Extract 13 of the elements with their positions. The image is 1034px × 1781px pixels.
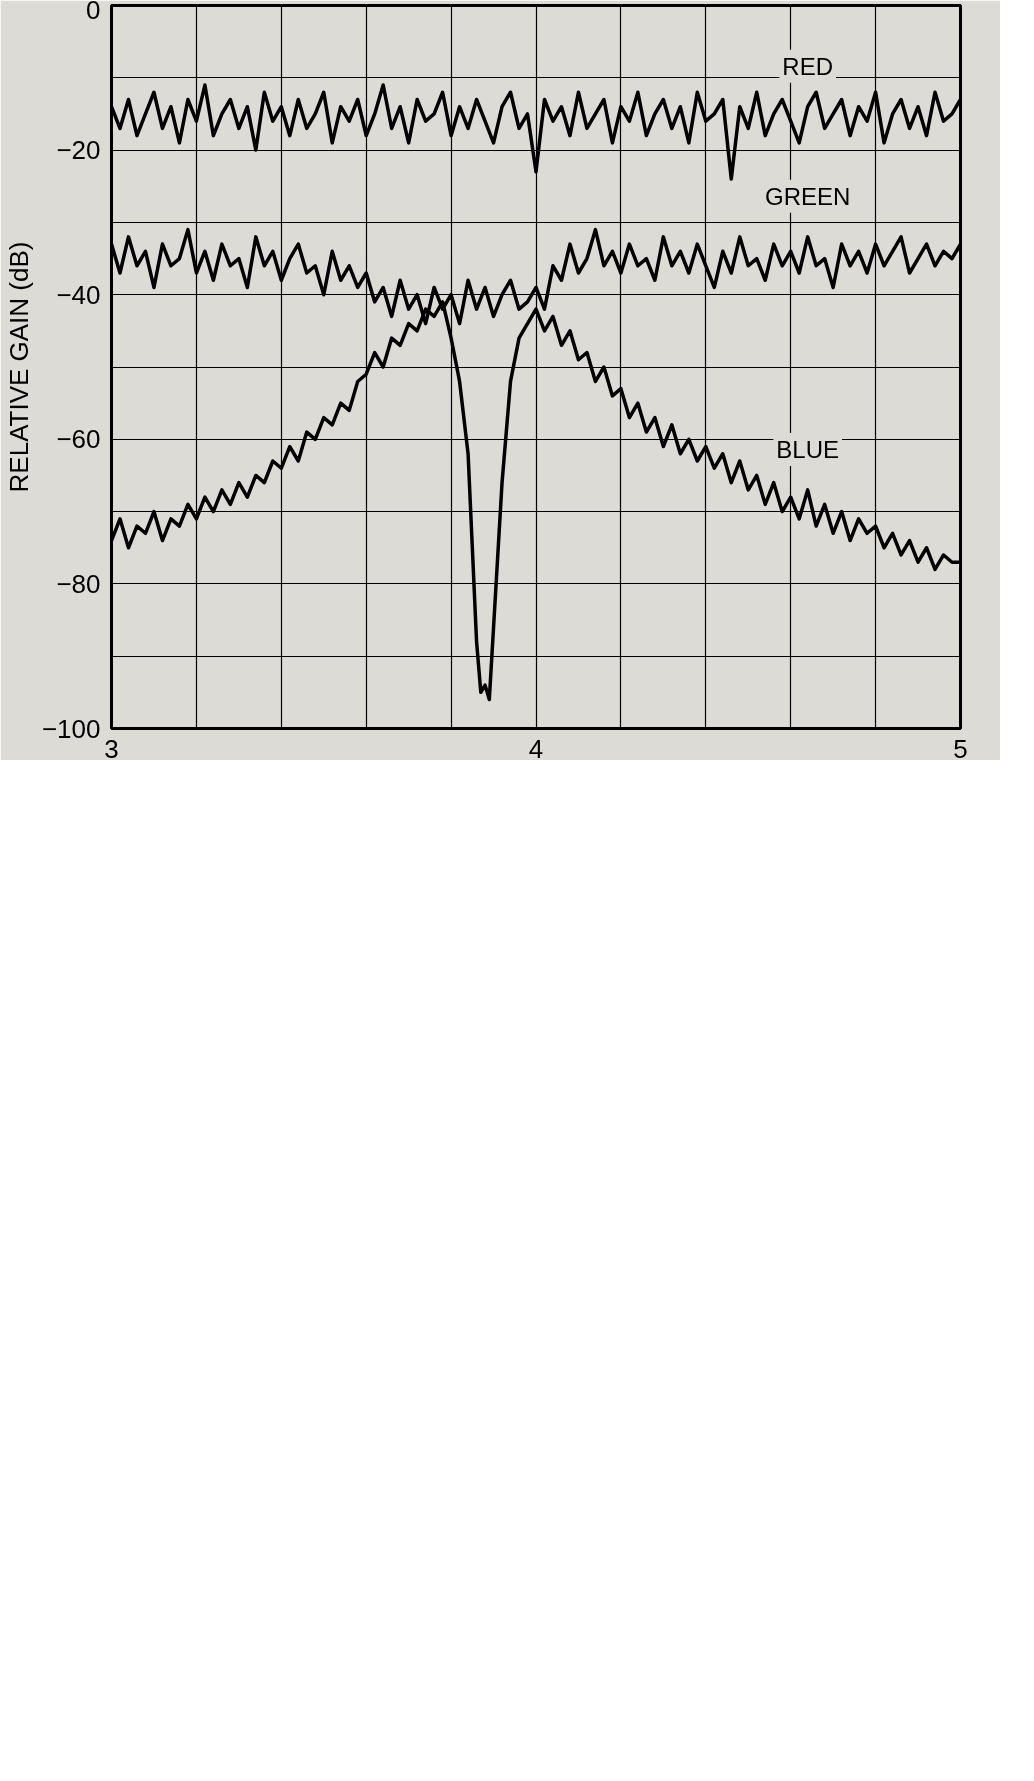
x-tick-label: 3 bbox=[104, 733, 119, 764]
y-tick-label: −80 bbox=[56, 568, 101, 599]
series-label: GREEN bbox=[765, 182, 851, 210]
series-label: RED bbox=[782, 52, 834, 80]
y-tick-label: −20 bbox=[56, 135, 101, 166]
x-tick-label: 4 bbox=[528, 733, 544, 764]
y-tick-label: −40 bbox=[56, 279, 101, 310]
x-tick-label: 5 bbox=[953, 733, 968, 764]
y-tick-label: −60 bbox=[56, 424, 101, 455]
y-tick-label: 0 bbox=[86, 0, 101, 25]
y-tick-label: −100 bbox=[41, 713, 101, 744]
y-axis-title: RELATIVE GAIN (dB) bbox=[3, 241, 34, 493]
series-label: BLUE bbox=[776, 435, 840, 463]
